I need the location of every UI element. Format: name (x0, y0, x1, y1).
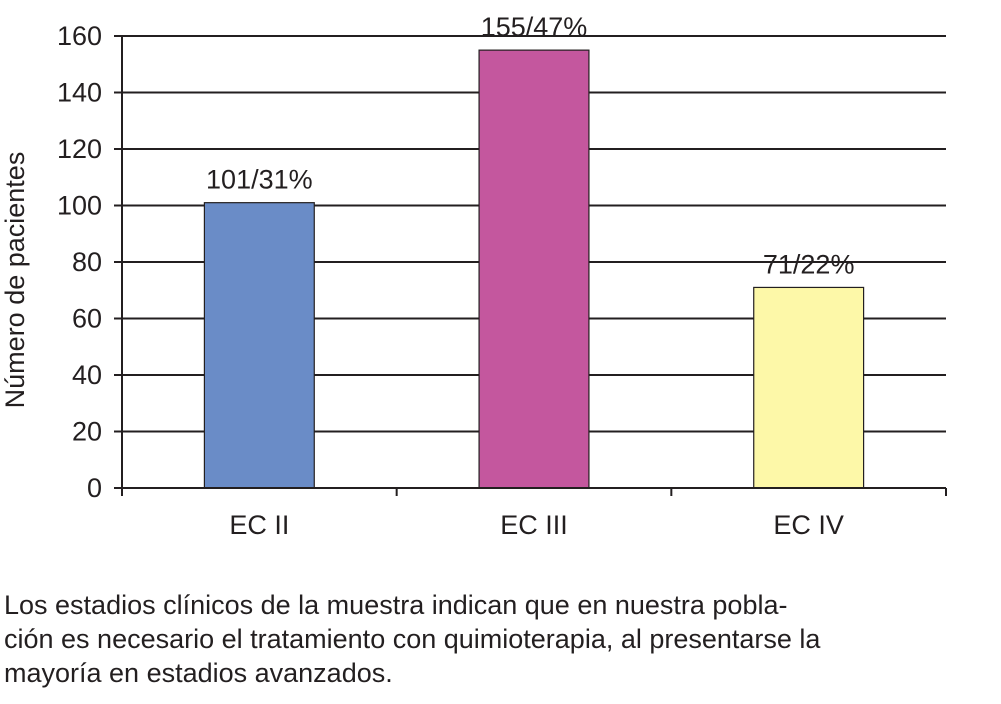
data-label-ec-ii: 101/31% (206, 165, 313, 195)
bar-chart: 0 20 40 60 80 100 120 140 160 101/31% EC II 155/47%… (0, 12, 947, 540)
axes (114, 35, 947, 496)
y-tick-label-140: 140 (57, 78, 102, 108)
caption-line-3: mayoría en estadios avanzados. (4, 658, 393, 688)
data-label-ec-iv: 71/22% (763, 249, 855, 279)
bar-ec-iii (478, 49, 590, 489)
figure-caption: Los estadios clínicos de la muestra indi… (4, 588, 999, 690)
x-tick-label-ec-ii: EC II (229, 510, 289, 540)
y-tick-label-0: 0 (87, 473, 102, 503)
y-tick-label-160: 160 (57, 21, 102, 51)
y-tick-label-20: 20 (72, 417, 102, 447)
y-tick-label-80: 80 (72, 247, 102, 277)
bar-ec-ii (203, 202, 315, 489)
y-tick-label-100: 100 (57, 191, 102, 221)
y-tick-label-120: 120 (57, 134, 102, 164)
bars (203, 49, 865, 489)
data-label-ec-iii: 155/47% (481, 12, 588, 42)
y-tick-label-40: 40 (72, 360, 102, 390)
y-axis-title: Número de pacientes (0, 152, 30, 409)
x-tick-label-ec-iii: EC III (500, 510, 568, 540)
y-tick-label-60: 60 (72, 304, 102, 334)
caption-line-1: Los estadios clínicos de la muestra indi… (4, 590, 788, 620)
x-tick-label-ec-iv: EC IV (773, 510, 844, 540)
labels: 0 20 40 60 80 100 120 140 160 101/31% EC II 155/47%… (57, 12, 855, 540)
caption-line-2: ción es necesario el tratamiento con qui… (4, 624, 821, 654)
bar-ec-iv (753, 286, 865, 489)
